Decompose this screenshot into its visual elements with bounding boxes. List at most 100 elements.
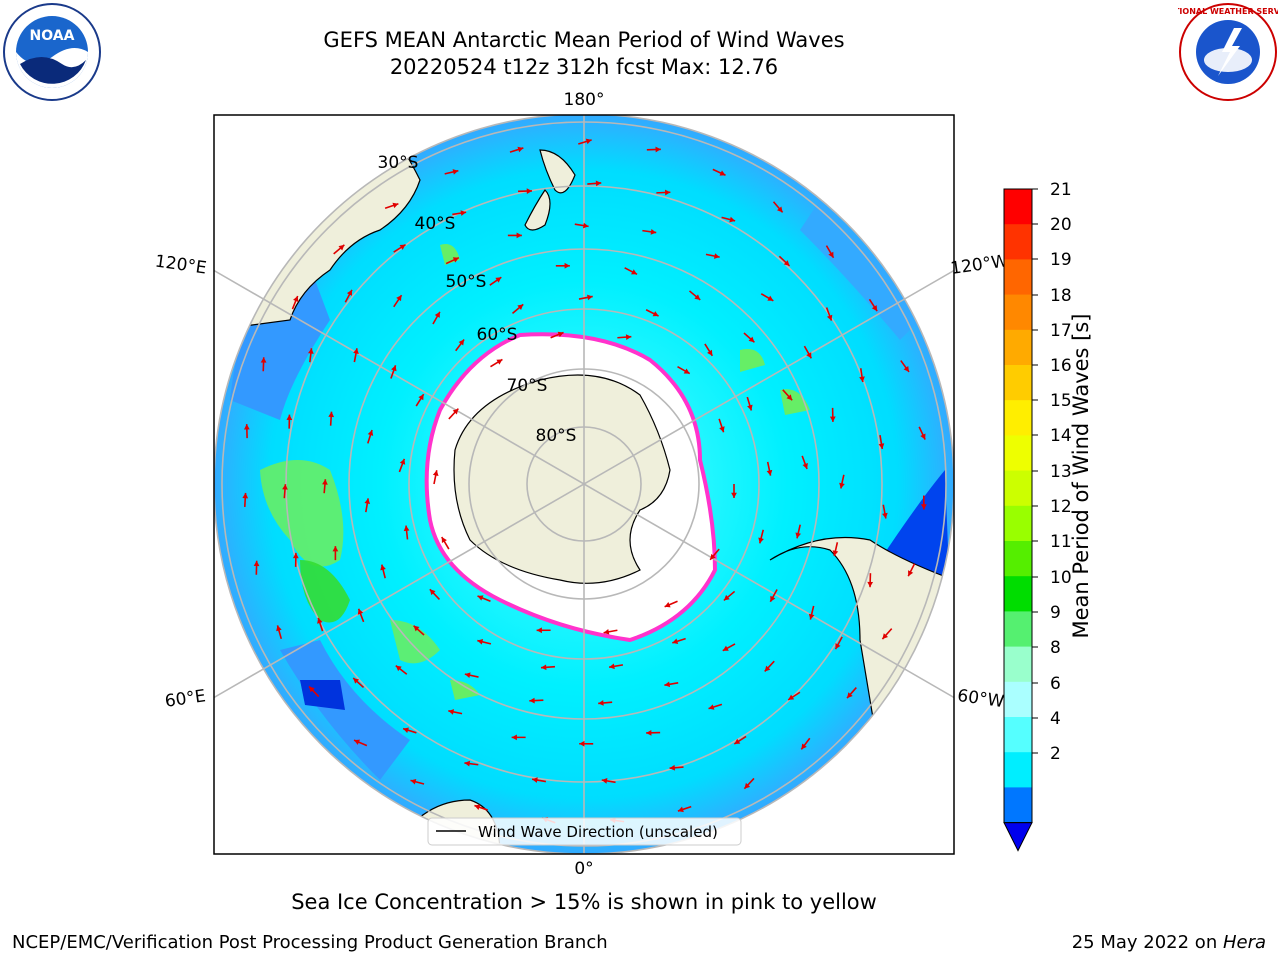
colorbar-segment <box>1004 646 1032 683</box>
wind-arrow-head <box>908 570 914 577</box>
wind-arrow-head <box>664 681 671 688</box>
nws-logo: NATIONAL WEATHER SERVICE <box>1178 3 1278 101</box>
wind-arrow-head <box>253 560 260 567</box>
wind-arrow-head <box>719 426 725 433</box>
colorbar-segment <box>1004 681 1032 718</box>
footer-credit: NCEP/EMC/Verification Post Processing Pr… <box>12 932 608 953</box>
wind-arrow-head <box>399 244 406 250</box>
wind-arrow-head <box>282 484 288 490</box>
wind-arrow-head <box>464 760 471 767</box>
colorbar: 21 20 19 18 17 16 15 14 13 12 11 10 9 8 6 4 2 <box>1003 180 1072 852</box>
wind-arrow-head <box>882 512 888 519</box>
colorbar-segment <box>1004 224 1032 260</box>
map-legend: Wind Wave Direction (unscaled) <box>427 817 742 846</box>
wind-arrow-head <box>713 253 720 259</box>
sea-ice-note: Sea Ice Concentration > 15% is shown in … <box>291 890 877 914</box>
lon-label-bottom: 0° <box>574 859 593 879</box>
wind-arrow-head <box>399 458 406 465</box>
colorbar-segment <box>1004 787 1032 824</box>
wind-arrow-head <box>557 331 564 338</box>
wind-arrow-head <box>601 778 608 784</box>
wind-arrow-head <box>655 146 661 153</box>
lat-label-70s: 70°S <box>507 376 548 396</box>
wind-arrow-head <box>767 295 774 301</box>
wind-arrow-head <box>564 262 570 269</box>
wind-arrow-head <box>434 311 440 318</box>
wind-arrow-head <box>871 305 878 312</box>
colorbar-tick-label: 10 <box>1050 568 1072 588</box>
wind-arrow-head <box>526 188 533 194</box>
footer-date: 25 May 2022 on Hera <box>1071 932 1266 953</box>
wind-arrow-head <box>441 537 447 544</box>
wind-arrow-head <box>723 594 730 601</box>
noaa-logo: NOAA <box>3 3 101 101</box>
wind-arrow-head <box>669 764 676 771</box>
wind-arrow-head <box>587 294 593 301</box>
wind-arrow-head <box>631 269 638 275</box>
wind-arrow-head <box>646 729 652 736</box>
colorbar-segment <box>1004 259 1032 296</box>
wind-arrow-head <box>625 334 632 340</box>
colorbar-segment <box>1004 752 1032 788</box>
wind-arrow-head <box>260 357 267 363</box>
wind-arrow-head <box>878 443 885 449</box>
wind-arrow-head <box>357 608 364 615</box>
wind-arrow-head <box>517 146 524 153</box>
wind-arrow-head <box>722 645 729 651</box>
wind-arrow-head <box>367 430 374 436</box>
wind-arrow-head <box>464 672 471 679</box>
wind-arrow-head <box>354 739 360 745</box>
wind-arrow-head <box>832 550 839 557</box>
map-title: GEFS MEAN Antarctic Mean Period of Wind … <box>323 28 845 52</box>
wind-arrow-head <box>452 257 459 263</box>
wind-arrow-head <box>731 492 737 498</box>
colorbar-tick-label: 4 <box>1050 709 1061 729</box>
wind-arrow-head <box>920 433 926 440</box>
wind-arrow-head <box>452 408 459 415</box>
wind-arrow-head <box>477 595 484 601</box>
wind-arrow-head <box>694 294 701 300</box>
wind-arrow-head <box>458 339 465 346</box>
wind-arrow-head <box>460 210 467 216</box>
colorbar-segment <box>1004 365 1032 401</box>
wind-arrow-head <box>776 206 783 213</box>
wind-arrow-head <box>391 365 397 372</box>
wind-arrow-head <box>826 314 833 321</box>
graticule <box>214 115 954 854</box>
wind-arrow-head <box>380 564 386 571</box>
wind-arrow-head <box>783 260 790 266</box>
wind-arrow-head <box>609 663 615 670</box>
wind-arrow-head <box>346 289 352 296</box>
wind-arrow-head <box>677 806 684 813</box>
lon-label-top: 180° <box>564 90 605 110</box>
colorbar-tick-label: 13 <box>1050 462 1072 482</box>
wind-arrow-head <box>719 170 726 176</box>
wind-arrow-head <box>867 581 874 588</box>
wind-arrow-head <box>710 553 716 560</box>
wind-arrow-head <box>286 414 293 420</box>
wind-arrow-head <box>595 180 602 187</box>
wind-arrow-head <box>764 665 771 672</box>
lat-label-80s: 80°S <box>536 426 577 446</box>
wind-arrow-head <box>650 229 657 235</box>
wind-arrow-head <box>532 777 538 783</box>
wind-arrow-head <box>664 189 671 196</box>
colorbar-tick-label: 8 <box>1050 638 1061 658</box>
colorbar-segment <box>1004 189 1032 225</box>
wind-arrow-head <box>672 638 679 644</box>
wind-arrow-head <box>795 532 802 539</box>
wind-arrow-head <box>585 138 592 145</box>
wind-arrow-head <box>729 216 736 223</box>
wind-arrow-head <box>432 470 439 476</box>
wind-arrow-head <box>603 628 610 635</box>
colorbar-segment <box>1004 400 1032 436</box>
wind-arrow-head <box>242 492 249 499</box>
wind-arrow-head <box>747 404 753 411</box>
colorbar-segment <box>1004 294 1032 331</box>
wind-arrow-head <box>808 613 815 620</box>
wind-arrow-head <box>474 804 481 810</box>
wind-wave-arrows <box>242 138 927 824</box>
colorbar-segment <box>1004 505 1032 542</box>
colorbar-segment <box>1004 541 1032 577</box>
lon-label-120w: 120°W <box>949 251 1009 279</box>
